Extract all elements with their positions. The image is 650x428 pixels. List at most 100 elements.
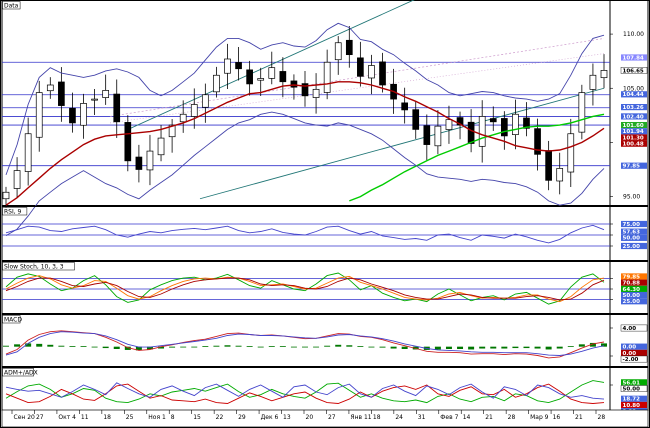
panel-label-box bbox=[2, 262, 75, 271]
candle-body bbox=[556, 168, 564, 182]
candle-body bbox=[323, 61, 331, 93]
panel-rsi: RSI, 975.0050.0025.0075.0057.6350.0025.0… bbox=[1, 206, 649, 261]
value-badge bbox=[621, 395, 647, 402]
macd-histogram-bar bbox=[324, 345, 331, 347]
value-badge-text: 50.00 bbox=[623, 293, 641, 299]
candle-body bbox=[46, 84, 54, 92]
x-tick-label: Окт 4 bbox=[58, 414, 76, 421]
x-tick-label: 25 bbox=[126, 414, 134, 421]
macd-histogram-bar bbox=[346, 345, 353, 347]
macd-histogram-bar bbox=[556, 346, 563, 349]
panel-label-box bbox=[2, 368, 34, 377]
candle-body bbox=[545, 150, 552, 181]
macd-histogram-bar bbox=[379, 346, 386, 348]
value-badge-text: 4.00 bbox=[623, 326, 637, 332]
value-badge bbox=[621, 128, 647, 135]
value-badge-text: 75.00 bbox=[623, 222, 641, 228]
x-axis: Сен 20 27 Окт 4 11 18 25 Ноя 1 8 15 22 29 Дек 6 13 20… bbox=[1, 409, 649, 428]
macd-histogram-bar bbox=[146, 346, 153, 350]
x-tick-label: 16 bbox=[553, 414, 561, 421]
candle-body bbox=[456, 117, 464, 126]
panel-label-box bbox=[2, 207, 28, 216]
macd-histogram-bar bbox=[191, 346, 198, 348]
trend-channel-line bbox=[199, 87, 605, 200]
value-badge bbox=[621, 285, 647, 292]
value-badge bbox=[621, 134, 647, 141]
candle-body bbox=[146, 150, 154, 171]
value-badge bbox=[621, 242, 647, 250]
value-badge-text: 104.44 bbox=[623, 92, 644, 98]
candle-body bbox=[434, 125, 442, 147]
x-tick-label: Ноя 1 bbox=[148, 414, 166, 421]
value-badge-text: 101.94 bbox=[623, 129, 644, 135]
value-badge bbox=[621, 54, 647, 61]
macd-histogram-bar bbox=[523, 346, 530, 349]
macd-histogram-bar bbox=[246, 346, 253, 347]
macd-histogram-bar bbox=[479, 346, 486, 349]
x-tick-label: 31 bbox=[418, 414, 426, 421]
value-badge bbox=[621, 104, 647, 111]
candle-body bbox=[279, 71, 287, 83]
candle-body bbox=[235, 62, 242, 70]
candle-body bbox=[224, 58, 231, 74]
candle-body bbox=[368, 65, 375, 79]
candle-body bbox=[467, 121, 475, 144]
macd-histogram-bar bbox=[113, 346, 120, 349]
value-badge bbox=[621, 279, 647, 286]
macd-histogram-bar bbox=[357, 346, 364, 347]
x-tick-label: Сен 20 bbox=[14, 414, 36, 421]
macd-histogram-bar bbox=[445, 346, 452, 349]
macd-histogram-bar bbox=[390, 346, 397, 349]
value-badge bbox=[621, 121, 647, 129]
value-badge-text: 0.00 bbox=[623, 351, 637, 357]
x-tick-label: 27 bbox=[328, 414, 336, 421]
candle-body bbox=[179, 113, 187, 123]
x-tick-label: 29 bbox=[238, 414, 246, 421]
value-badge bbox=[621, 273, 647, 280]
y-tick-label: 95.00 bbox=[623, 194, 640, 201]
value-badge-text: 101.60 bbox=[623, 123, 644, 129]
y-tick-label: 110.00 bbox=[623, 31, 644, 38]
panel-border bbox=[1, 0, 649, 206]
candle-body bbox=[157, 137, 165, 156]
x-tick-label: 13 bbox=[283, 414, 291, 421]
value-badge bbox=[621, 343, 647, 350]
value-badge bbox=[620, 355, 648, 363]
candle-body bbox=[589, 74, 597, 90]
candle-body bbox=[213, 74, 220, 93]
series-adx bbox=[5, 382, 605, 400]
macd-histogram-bar bbox=[490, 346, 497, 349]
macd-histogram-bar bbox=[501, 346, 508, 349]
x-tick-label: 20 bbox=[306, 414, 314, 421]
panel-label: Data bbox=[4, 3, 19, 10]
macd-histogram-bar bbox=[180, 346, 187, 348]
value-badge bbox=[621, 401, 647, 409]
candle-body bbox=[512, 113, 519, 136]
macd-histogram-bar bbox=[36, 343, 43, 347]
macd-histogram-bar bbox=[313, 346, 320, 348]
x-tick-label: 28 bbox=[598, 414, 606, 421]
candle-body bbox=[334, 42, 342, 61]
candle-body bbox=[489, 118, 497, 123]
panel-border bbox=[1, 261, 649, 314]
panel-border bbox=[1, 206, 649, 261]
value-badge bbox=[620, 324, 648, 332]
series-macd bbox=[5, 330, 605, 359]
macd-histogram-bar bbox=[601, 343, 607, 347]
panel-label-box bbox=[2, 1, 21, 10]
value-badge bbox=[621, 162, 647, 169]
macd-histogram-bar bbox=[512, 346, 519, 349]
series-sma_slow bbox=[349, 113, 605, 202]
median-dotted-line bbox=[109, 38, 605, 117]
candle-body bbox=[567, 133, 575, 173]
macd-histogram-bar bbox=[434, 346, 441, 350]
value-badge-text: 101.30 bbox=[623, 135, 644, 141]
panel-border bbox=[1, 314, 649, 367]
candle-body bbox=[412, 109, 420, 130]
macd-histogram-bar bbox=[302, 346, 308, 348]
series-sma_fast bbox=[5, 81, 605, 206]
macd-histogram-bar bbox=[169, 346, 176, 348]
candle-body bbox=[80, 103, 87, 126]
